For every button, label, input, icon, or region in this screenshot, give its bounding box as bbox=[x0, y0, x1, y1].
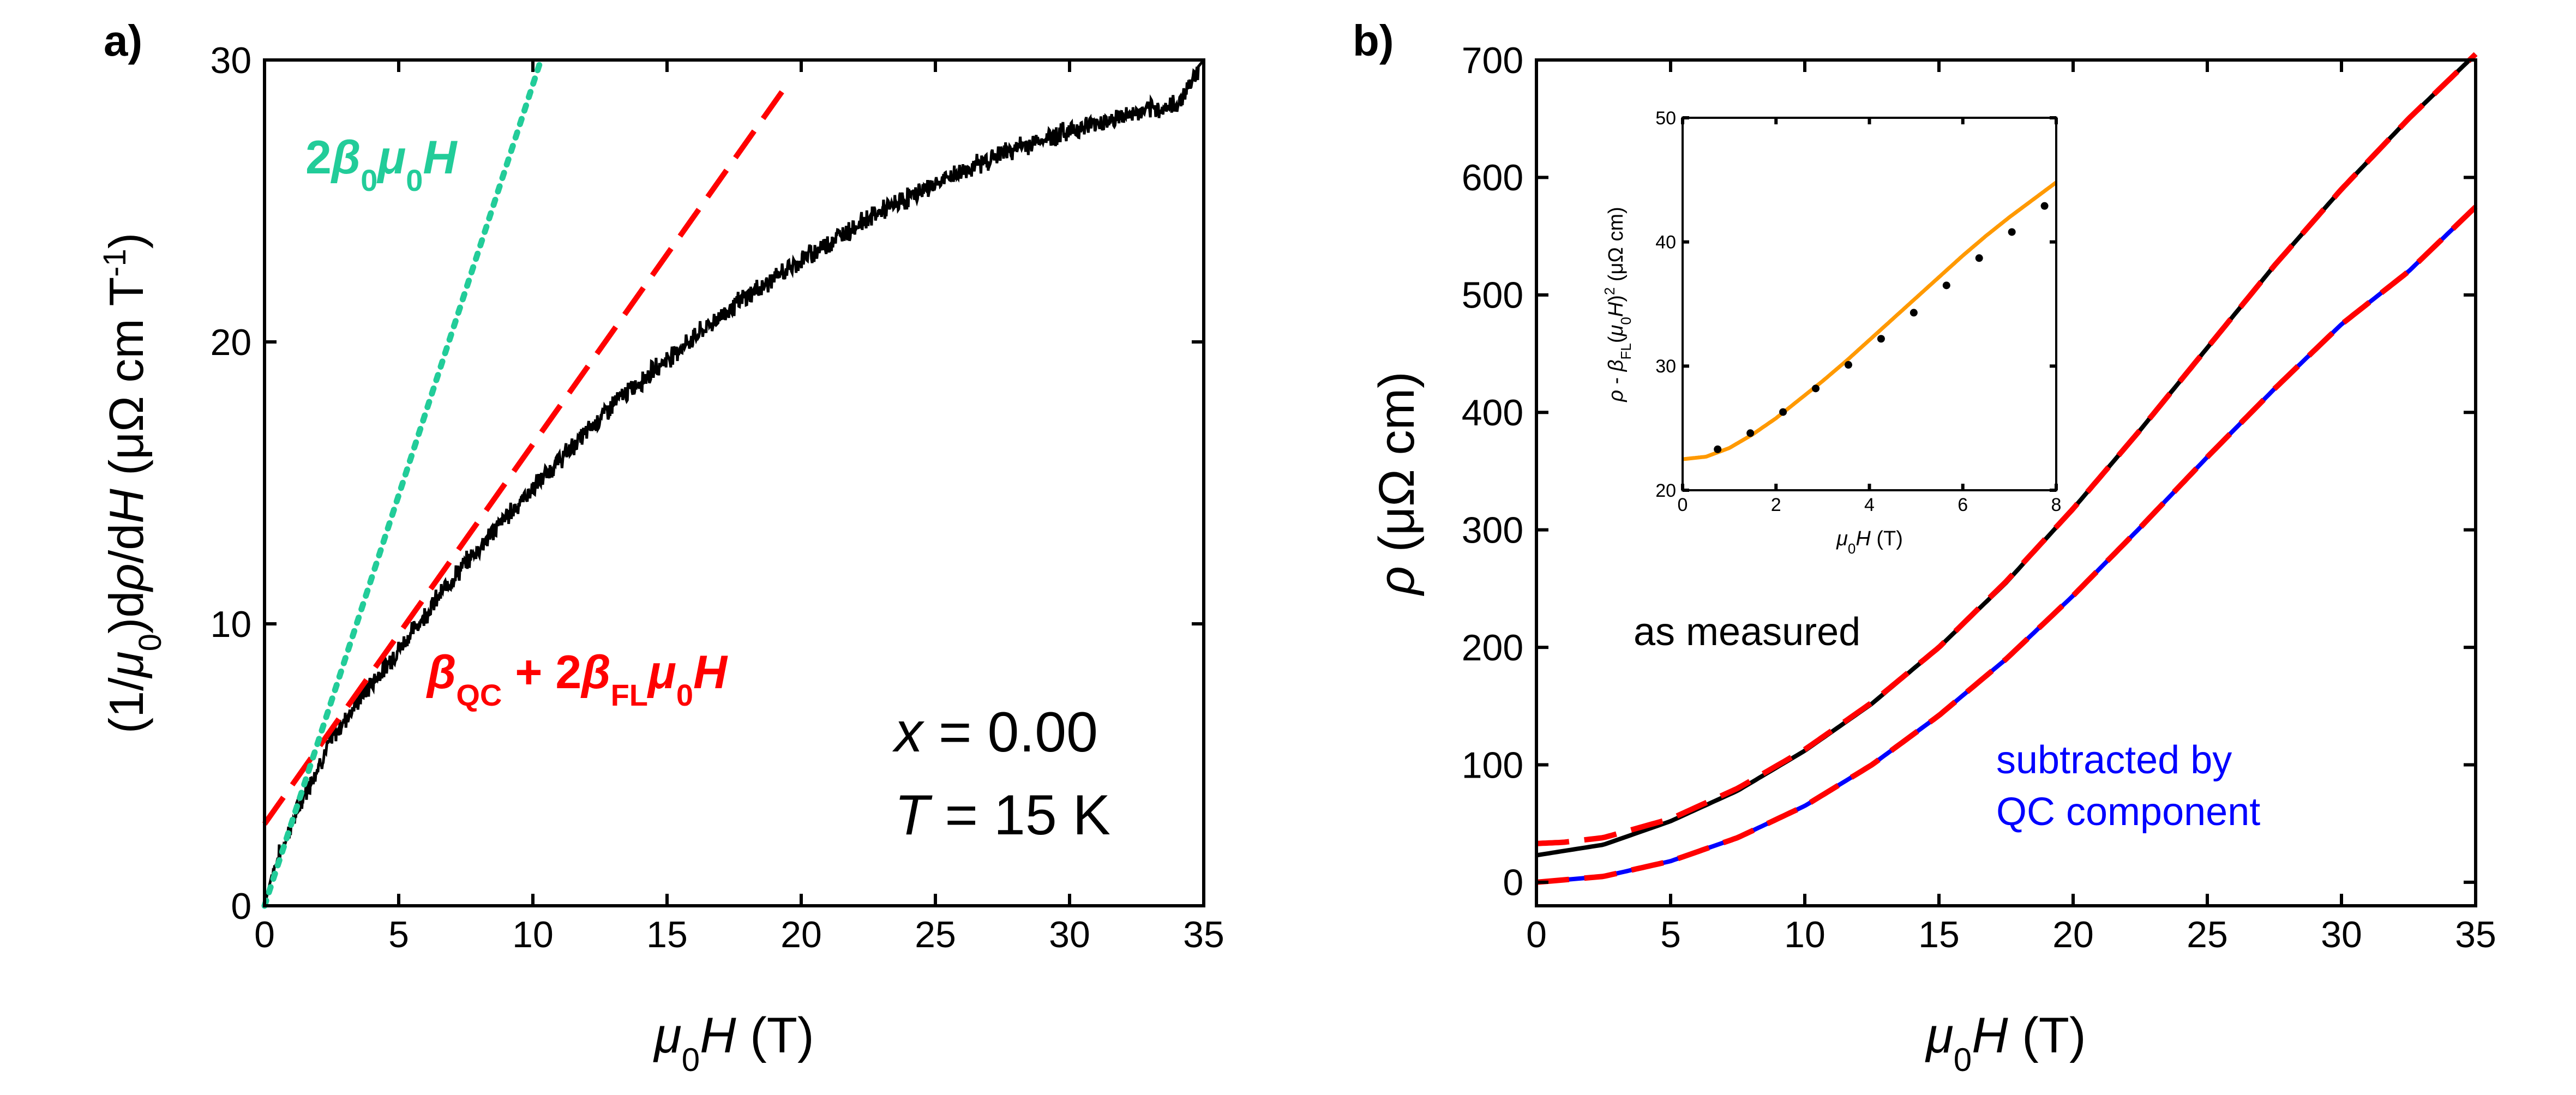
inset-x-axis-label: μ0H (T) bbox=[1836, 527, 1903, 557]
inset-data-point bbox=[1877, 335, 1885, 343]
inset-series-group bbox=[1682, 181, 2058, 461]
panel-a-x-tick-label: 10 bbox=[512, 914, 554, 955]
panel-b-frame bbox=[1535, 58, 2477, 907]
fit-annotation: βQC + 2βFLμ0H bbox=[426, 646, 728, 712]
panel-b-y-tick-label: 0 bbox=[1503, 862, 1523, 904]
panel-b-y-tick-label: 200 bbox=[1462, 627, 1523, 669]
inset-x-tick-label: 2 bbox=[1771, 495, 1781, 515]
inset-data-point bbox=[1910, 309, 1918, 317]
inset-x-tick-label: 8 bbox=[2051, 495, 2062, 515]
panel-b-x-tick-label: 10 bbox=[1784, 914, 1826, 955]
inset-x-tick-label: 4 bbox=[1864, 495, 1875, 515]
panel-a-x-tick-label: 30 bbox=[1049, 914, 1090, 955]
panel-a-x-axis-label: μ0H (T) bbox=[653, 1008, 814, 1078]
panel-b-x-tick-label: 35 bbox=[2455, 914, 2496, 955]
panel-b-series-group bbox=[1536, 52, 2478, 885]
panel-b-label: b) bbox=[1353, 16, 1394, 65]
inset-data-point bbox=[1746, 429, 1755, 437]
panel-a-x-tick-label: 0 bbox=[254, 914, 275, 955]
composition-annotation: x = 0.00 bbox=[892, 701, 1098, 764]
initial-slope-dotted-line bbox=[261, 57, 544, 909]
panel-a-frame bbox=[263, 58, 1205, 907]
panel-a-x-tick-label: 20 bbox=[780, 914, 822, 955]
panel-b-y-tick-label: 700 bbox=[1462, 40, 1523, 81]
panel-a-series-group bbox=[261, 57, 1205, 909]
panel-b-y-tick-label: 400 bbox=[1462, 392, 1523, 434]
inset-data-point bbox=[2008, 228, 2016, 236]
slope0-annotation: 2β0μ0H bbox=[305, 131, 458, 197]
subtracted-fit-dashed bbox=[1536, 204, 2478, 885]
inset-data-point bbox=[2040, 202, 2049, 210]
inset-x-tick-label: 0 bbox=[1678, 495, 1688, 515]
panel-a-y-tick-label: 20 bbox=[211, 322, 252, 363]
panel-b-x-tick-label: 20 bbox=[2052, 914, 2094, 955]
temperature-annotation: T = 15 K bbox=[894, 784, 1110, 847]
panel-a-x-tick-label: 35 bbox=[1183, 914, 1224, 955]
panel-b-y-axis-label: ρ (μΩ cm) bbox=[1369, 371, 1425, 597]
panel-b-y-tick-label: 600 bbox=[1462, 157, 1523, 198]
inset-data-point bbox=[1779, 408, 1787, 416]
panel-b-x-tick-label: 5 bbox=[1660, 914, 1681, 955]
inset: 0 2 4 6 8 20 30 40 50 μ0H (T) ρ - βFL(μ0H)2 (μΩ … bbox=[1601, 108, 2061, 557]
panel-a-y-tick-label: 10 bbox=[211, 604, 252, 645]
as-measured-fit-dashed bbox=[1536, 52, 2478, 846]
inset-y-tick-label: 20 bbox=[1655, 480, 1676, 501]
fit-dashed-line bbox=[262, 78, 793, 826]
panel-b-x-tick-label: 30 bbox=[2321, 914, 2362, 955]
panel-b-x-tick-label: 0 bbox=[1526, 914, 1547, 955]
inset-background bbox=[1683, 118, 2056, 490]
inset-data-point bbox=[1975, 254, 1983, 262]
inset-data-point bbox=[1844, 361, 1852, 369]
panel-b-y-tick-label: 300 bbox=[1462, 509, 1523, 551]
panel-a: a) 0 5 10 15 20 25 30 35 0 10 20 30 2β0μ0H βQC + 2β… bbox=[97, 16, 1224, 1078]
inset-y-tick-label: 30 bbox=[1655, 356, 1676, 377]
panel-b-x-axis-label: μ0H (T) bbox=[1925, 1008, 2086, 1078]
panel-a-ticks: 0 5 10 15 20 25 30 35 0 10 20 30 bbox=[211, 40, 1224, 955]
panel-b-y-tick-label: 100 bbox=[1462, 744, 1523, 786]
inset-y-tick-label: 50 bbox=[1655, 108, 1676, 129]
panel-a-plot-area: 0 5 10 15 20 25 30 35 0 10 20 30 bbox=[211, 40, 1224, 955]
panel-b: b) 0 5 10 15 20 25 30 350100200300400500600700 … bbox=[1353, 16, 2496, 1078]
panel-a-y-axis-label: (1/μ0)dρ/dH (μΩ cm T-1) bbox=[97, 233, 168, 733]
inset-data-point bbox=[1812, 384, 1820, 393]
panel-b-x-tick-label: 15 bbox=[1918, 914, 1960, 955]
panel-a-y-tick-label: 30 bbox=[211, 40, 252, 81]
panel-b-x-tick-label: 25 bbox=[2187, 914, 2228, 955]
inset-ticks: 0 2 4 6 8 20 30 40 50 bbox=[1655, 108, 2061, 515]
panel-a-y-tick-label: 0 bbox=[231, 886, 251, 927]
as-measured-annotation: as measured bbox=[1634, 610, 1860, 654]
subtracted-annotation-line1: subtracted by bbox=[1996, 738, 2232, 782]
subtracted-annotation-line2: QC component bbox=[1996, 790, 2260, 834]
inset-data-point bbox=[1942, 281, 1950, 290]
inset-curve bbox=[1682, 181, 2058, 461]
panel-a-x-tick-label: 15 bbox=[646, 914, 688, 955]
inset-y-axis-label: ρ - βFL(μ0H)2 (μΩ cm) bbox=[1601, 207, 1634, 402]
panel-a-label: a) bbox=[104, 16, 142, 65]
inset-y-tick-label: 40 bbox=[1655, 232, 1676, 253]
panel-a-x-tick-label: 5 bbox=[388, 914, 409, 955]
panel-a-x-tick-label: 25 bbox=[915, 914, 956, 955]
inset-x-tick-label: 6 bbox=[1957, 495, 1968, 515]
measured-derivative-curve bbox=[263, 59, 1205, 906]
panel-b-y-tick-label: 500 bbox=[1462, 275, 1523, 316]
inset-data-point bbox=[1714, 445, 1722, 453]
